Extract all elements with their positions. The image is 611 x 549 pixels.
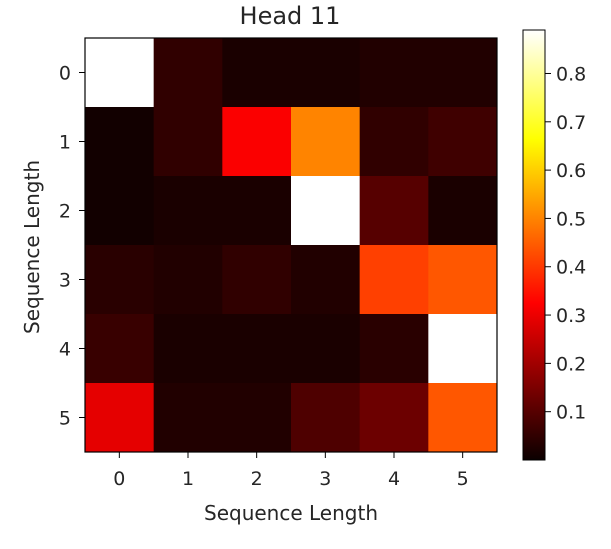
heatmap-cell [153,107,223,177]
heatmap-cell [153,38,223,108]
colorbar [522,29,546,461]
y-tick-label: 1 [59,132,71,154]
y-axis-ticks: 0 1 2 3 4 5 [59,63,85,430]
colorbar-tick-label: 0.1 [556,402,586,424]
heatmap-cell [291,245,361,315]
x-axis-ticks: 0 1 2 3 4 5 [113,452,469,490]
heatmap-cell [428,107,498,177]
heatmap-cell [359,107,429,177]
colorbar-ticks: 0.1 0.2 0.3 0.4 0.5 0.6 0.7 0.8 [545,63,586,424]
x-axis-label: Sequence Length [204,501,378,525]
heatmap-cell [222,383,292,453]
heatmap-cell [85,176,155,246]
y-tick-label: 0 [59,63,71,85]
heatmap-cell [85,245,155,315]
heatmap-cell [428,245,498,315]
heatmap-cell [222,176,292,246]
heatmap-cell [359,383,429,453]
chart-title: Head 11 [240,2,341,30]
heatmap-cell [291,176,361,246]
y-tick-label: 4 [59,339,71,361]
x-tick-label: 5 [457,468,469,490]
colorbar-tick-label: 0.8 [556,63,586,85]
heatmap-cell [222,314,292,384]
heatmap-cell [85,107,155,177]
heatmap-cell [222,107,292,177]
y-tick-label: 2 [59,201,71,223]
heatmap-cells [85,38,498,453]
x-tick-label: 4 [388,468,400,490]
heatmap-cell [153,314,223,384]
colorbar-tick-label: 0.7 [556,112,586,134]
heatmap-cell [153,176,223,246]
heatmap-cell [291,383,361,453]
heatmap-cell [85,38,155,108]
x-tick-label: 3 [319,468,331,490]
colorbar-tick-label: 0.6 [556,160,586,182]
heatmap-cell [428,314,498,384]
heatmap-cell [291,314,361,384]
colorbar-tick-label: 0.4 [556,257,586,279]
plot-frame [84,37,498,453]
heatmap-cell [428,176,498,246]
y-tick-label: 3 [59,270,71,292]
x-tick-label: 1 [182,468,194,490]
heatmap-cell [222,38,292,108]
heatmap-cell [85,383,155,453]
x-tick-label: 0 [113,468,125,490]
heatmap-cell [153,383,223,453]
heatmap-cell [85,314,155,384]
heatmap-cell [359,38,429,108]
x-tick-label: 2 [251,468,263,490]
colorbar-tick-label: 0.5 [556,208,586,230]
colorbar-tick-label: 0.2 [556,353,586,375]
heatmap-cell [428,38,498,108]
colorbar-tick-label: 0.3 [556,305,586,327]
heatmap-cell [359,314,429,384]
heatmap-cell [428,383,498,453]
heatmap-cell [153,245,223,315]
heatmap-cell [291,38,361,108]
heatmap-cell [359,176,429,246]
y-tick-label: 5 [59,408,71,430]
heatmap-cell [359,245,429,315]
y-axis-label: Sequence Length [20,160,44,334]
heatmap-cell [291,107,361,177]
heatmap-cell [222,245,292,315]
